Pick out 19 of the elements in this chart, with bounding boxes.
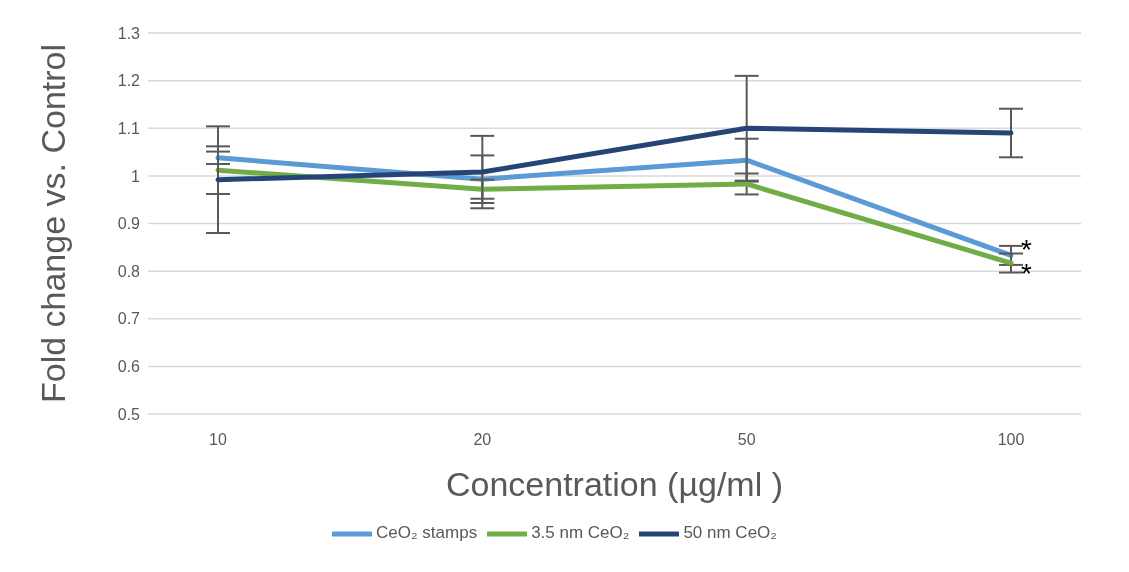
y-tick-label: 0.6 bbox=[117, 358, 141, 376]
y-tick-label: 0.8 bbox=[117, 262, 141, 280]
x-tick-label: 50 bbox=[737, 431, 756, 449]
x-tick-label: 100 bbox=[997, 431, 1025, 449]
x-axis-title: Concentration (µg/ml ) bbox=[445, 465, 784, 503]
y-tick-label: 1.2 bbox=[117, 72, 141, 90]
y-axis-title: Fold change vs. Control bbox=[34, 43, 73, 404]
y-tick-label: 1.3 bbox=[117, 24, 141, 42]
y-tick-label: 1 bbox=[131, 167, 141, 185]
legend-label: 3.5 nm CeO₂ bbox=[531, 523, 630, 543]
y-tick-label: 0.7 bbox=[117, 310, 141, 328]
x-tick-label: 20 bbox=[473, 431, 492, 449]
legend-label: CeO₂ stamps bbox=[376, 523, 478, 543]
y-tick-label: 1.1 bbox=[117, 119, 141, 137]
y-tick-label: 0.5 bbox=[117, 405, 141, 423]
legend-label: 50 nm CeO₂ bbox=[683, 523, 777, 543]
annotation: * bbox=[1021, 258, 1032, 290]
y-tick-label: 0.9 bbox=[117, 215, 141, 233]
x-tick-label: 10 bbox=[209, 431, 227, 449]
